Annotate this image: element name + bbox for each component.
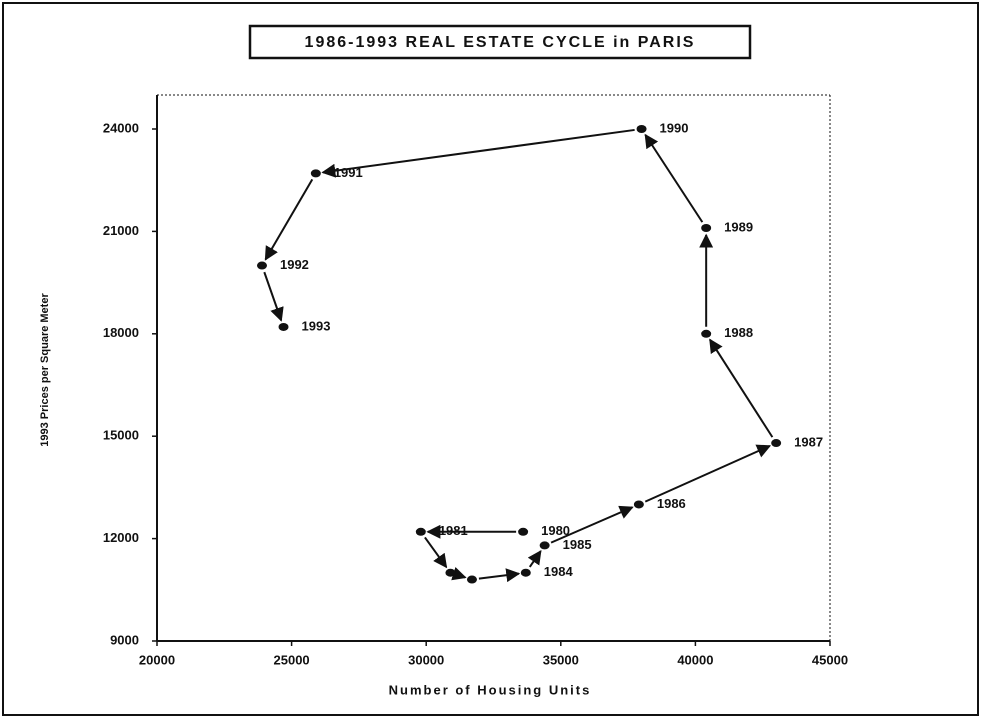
point bbox=[445, 568, 456, 577]
point bbox=[520, 568, 531, 577]
arrow-segment bbox=[478, 568, 521, 583]
y-tick-label: 9000 bbox=[110, 632, 139, 647]
arrow-segment bbox=[644, 133, 704, 223]
point bbox=[256, 261, 267, 270]
arrow-segment bbox=[451, 566, 467, 581]
x-tick-label: 25000 bbox=[274, 652, 310, 667]
y-tick-label: 21000 bbox=[103, 223, 139, 238]
x-tick-label: 30000 bbox=[408, 652, 444, 667]
arrow-segment bbox=[424, 536, 448, 569]
title-box bbox=[248, 24, 752, 60]
point bbox=[701, 223, 712, 232]
point-label: 1980 bbox=[541, 523, 570, 538]
point bbox=[633, 500, 644, 509]
point bbox=[636, 125, 647, 133]
x-axis-label: Number of Housing Units bbox=[389, 682, 592, 697]
arrow-segment bbox=[550, 505, 634, 544]
y-tick-label: 12000 bbox=[103, 530, 139, 545]
arrow-segment bbox=[264, 178, 314, 261]
point-label: 1988 bbox=[724, 325, 753, 340]
point-label: 1992 bbox=[280, 257, 309, 272]
point-label: 1993 bbox=[302, 318, 331, 333]
point-label: 1991 bbox=[334, 165, 363, 180]
point-label: 1987 bbox=[794, 434, 823, 449]
point-label: 1989 bbox=[724, 219, 753, 234]
point bbox=[466, 575, 477, 584]
point bbox=[310, 169, 321, 178]
point bbox=[518, 527, 529, 536]
x-tick-label: 20000 bbox=[139, 652, 175, 667]
arrow-segment bbox=[709, 338, 774, 438]
x-tick-label: 35000 bbox=[543, 652, 579, 667]
x-tick-label: 40000 bbox=[677, 652, 713, 667]
arrow-segment bbox=[527, 550, 542, 568]
point-label: 1985 bbox=[563, 537, 592, 552]
point-label: 1981 bbox=[439, 523, 468, 538]
point bbox=[771, 439, 782, 448]
arrow-segment bbox=[644, 444, 772, 503]
chart-title: 1986-1993 REAL ESTATE CYCLE in PARIS bbox=[305, 34, 696, 51]
y-axis-label: 1993 Prices per Square Meter bbox=[39, 293, 51, 447]
y-tick-label: 15000 bbox=[103, 428, 139, 443]
point bbox=[278, 322, 289, 331]
point-label: 1990 bbox=[660, 120, 689, 135]
y-tick-label: 18000 bbox=[103, 325, 139, 340]
point bbox=[415, 527, 426, 536]
arrow-segment bbox=[321, 128, 635, 178]
point bbox=[539, 541, 550, 550]
point-label: 1984 bbox=[544, 564, 574, 579]
y-tick-label: 24000 bbox=[103, 120, 139, 135]
point bbox=[701, 329, 712, 338]
point-label: 1986 bbox=[657, 496, 686, 511]
x-tick-label: 45000 bbox=[812, 652, 848, 667]
arrow-segment bbox=[263, 271, 284, 322]
